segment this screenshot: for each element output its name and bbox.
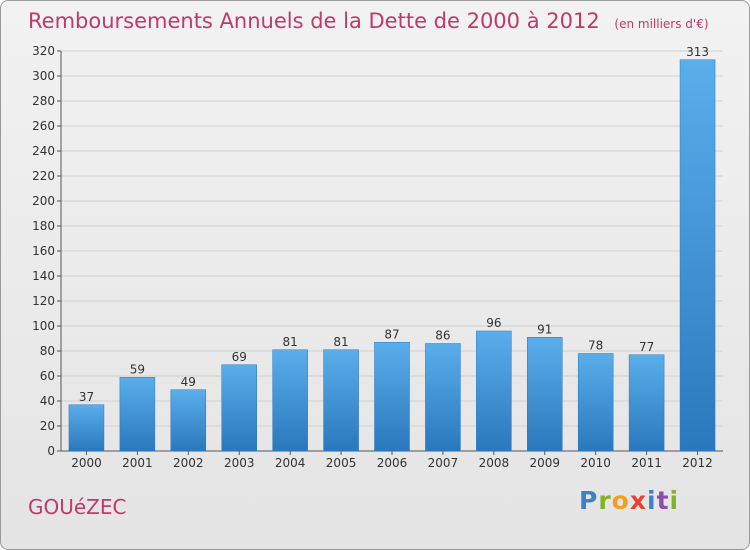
label-layer: 37 59 49 69 81 81 87 86 96 91 78 77 313	[79, 45, 709, 404]
y-tick-label: 40	[40, 394, 55, 408]
bar	[221, 364, 257, 452]
y-tick-label: 160	[32, 244, 55, 258]
data-label: 87	[384, 327, 399, 341]
x-tick-label: 2006	[377, 456, 408, 470]
y-tick-label: 180	[32, 219, 55, 233]
data-label: 59	[130, 362, 145, 376]
data-label: 313	[686, 45, 709, 59]
y-tick-label: 300	[32, 69, 55, 83]
bar-layer	[68, 59, 716, 452]
data-label: 96	[486, 316, 501, 330]
axis-layer: 0 20 40 60 80 100 120 140 160 180 200 220 240 260 280 3…	[32, 44, 723, 470]
y-tick-label: 200	[32, 194, 55, 208]
data-label: 49	[181, 375, 196, 389]
chart-subtitle: (en milliers d'€)	[614, 17, 709, 31]
x-tick-label: 2001	[122, 456, 153, 470]
data-label: 91	[537, 322, 552, 336]
place-name: GOUéZEC	[28, 495, 127, 519]
bar	[119, 377, 156, 452]
logo-letter: r	[598, 486, 612, 515]
bar	[425, 343, 461, 452]
bar	[323, 349, 359, 452]
x-tick-label: 2011	[631, 456, 662, 470]
data-label: 69	[232, 350, 247, 364]
chart-title-text: Remboursements Annuels de la Dette de 20…	[28, 9, 600, 33]
data-label: 81	[283, 335, 298, 349]
logo-letter: t	[656, 486, 670, 515]
bar	[679, 59, 716, 452]
y-tick-label: 260	[32, 119, 55, 133]
x-tick-label: 2009	[529, 456, 560, 470]
x-tick-label: 2005	[326, 456, 357, 470]
bar	[628, 354, 665, 452]
y-tick-label: 320	[32, 44, 55, 58]
y-tick-label: 80	[40, 344, 55, 358]
x-tick-label: 2008	[479, 456, 510, 470]
data-label: 37	[79, 390, 94, 404]
bar	[170, 389, 207, 452]
y-tick-label: 20	[40, 419, 55, 433]
bar	[68, 404, 105, 452]
logo-letter: x	[629, 486, 647, 515]
data-label: 78	[588, 339, 603, 353]
proxiti-logo[interactable]: Proxiti	[579, 486, 679, 515]
data-label: 77	[639, 340, 654, 354]
logo-letter: o	[611, 486, 630, 515]
x-tick-label: 2010	[580, 456, 611, 470]
logo-letter: i	[669, 486, 680, 515]
y-tick-label: 220	[32, 169, 55, 183]
x-tick-label: 2012	[682, 456, 713, 470]
logo-letter: i	[647, 486, 657, 515]
y-tick-label: 120	[32, 294, 55, 308]
y-tick-label: 240	[32, 144, 55, 158]
bar	[527, 337, 563, 452]
y-tick-label: 280	[32, 94, 55, 108]
bar	[476, 330, 512, 452]
bar	[374, 342, 410, 452]
y-tick-label: 60	[40, 369, 55, 383]
logo-letter: P	[579, 486, 599, 515]
y-tick-label: 100	[32, 319, 55, 333]
y-tick-label: 140	[32, 269, 55, 283]
data-label: 81	[333, 335, 348, 349]
chart-title: Remboursements Annuels de la Dette de 20…	[28, 9, 709, 33]
x-tick-label: 2000	[71, 456, 102, 470]
x-tick-label: 2004	[275, 456, 306, 470]
y-tick-label: 0	[47, 444, 55, 458]
bar	[577, 353, 614, 452]
x-tick-label: 2003	[224, 456, 255, 470]
x-tick-label: 2002	[173, 456, 204, 470]
bar	[272, 349, 308, 452]
data-label: 86	[435, 329, 450, 343]
x-tick-label: 2007	[428, 456, 459, 470]
